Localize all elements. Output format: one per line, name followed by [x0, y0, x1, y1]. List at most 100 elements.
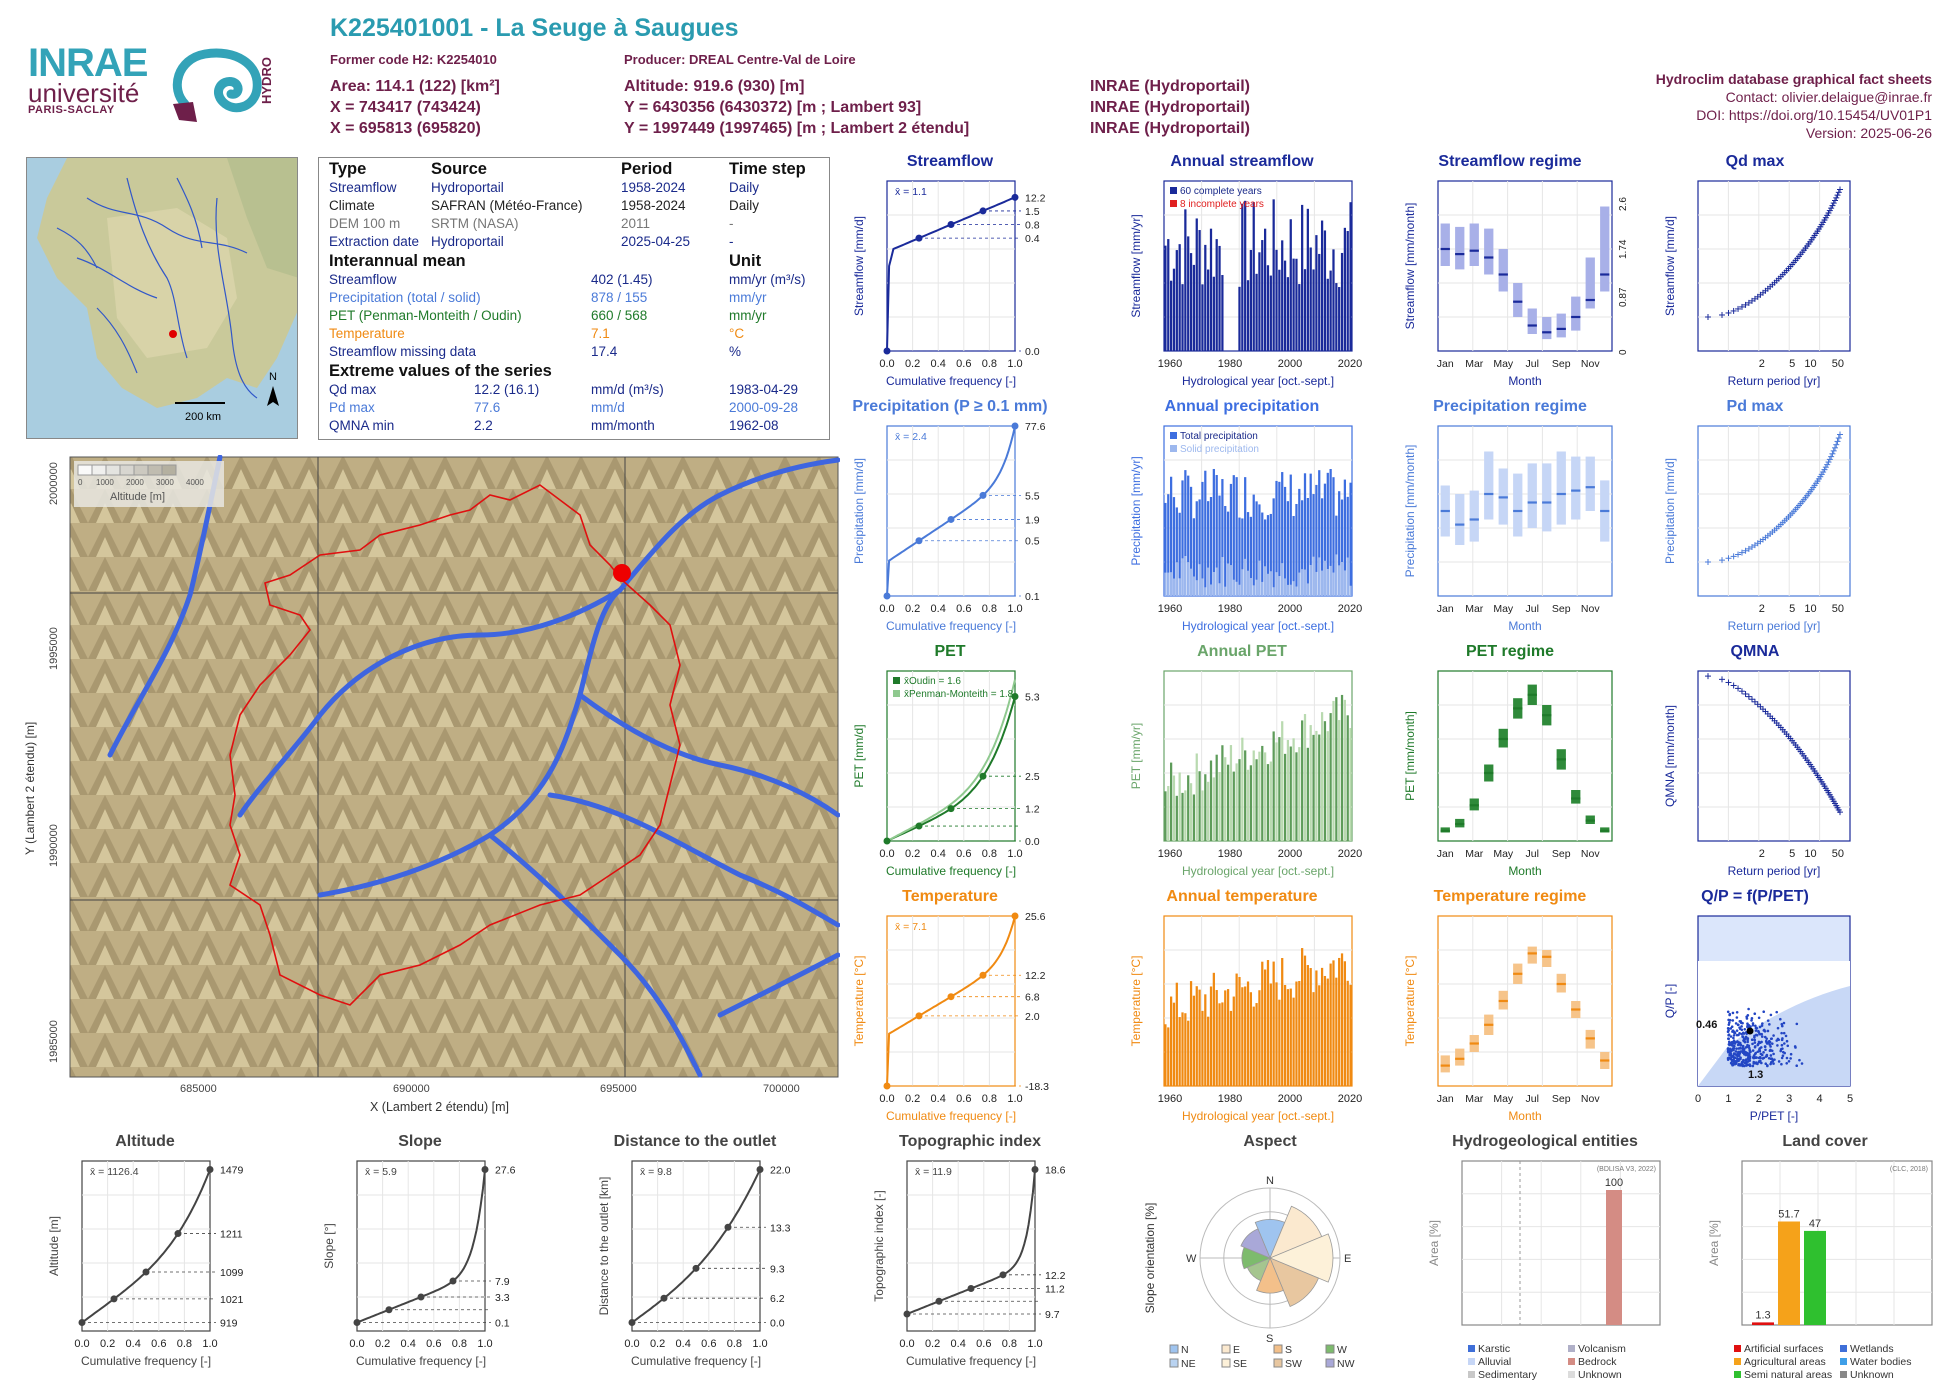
xtick: 0.2: [905, 358, 920, 370]
hydro-logo: HYDRO: [165, 44, 285, 124]
bar: [1269, 983, 1272, 1086]
bar: [1275, 742, 1278, 841]
y-lambert93: Y = 6430356 (6430372) [m ; Lambert 93]: [624, 99, 922, 116]
map-ytick-3: 1990000: [48, 824, 60, 867]
qp-point: [1728, 1053, 1731, 1057]
bar: [1258, 751, 1261, 841]
qp-point: [1740, 1028, 1744, 1032]
return-point: [1830, 200, 1837, 207]
qp-point: [1767, 1056, 1771, 1060]
bar: [1235, 763, 1238, 841]
qp-point: [1779, 1048, 1783, 1051]
xtick: 0.4: [126, 1338, 141, 1350]
bar: [1221, 479, 1224, 596]
right-tick: 12.2: [1045, 1270, 1066, 1282]
right-tick: 0.4: [1025, 233, 1040, 245]
right-tick: 9.3: [770, 1263, 785, 1275]
info-e3-unit: mm/month: [591, 418, 655, 433]
bar-solid: [1178, 578, 1181, 596]
bar: [1249, 765, 1253, 841]
aspect-legend: N: [1181, 1344, 1189, 1356]
bar: [1281, 472, 1284, 596]
bar: [1335, 697, 1338, 841]
bar: [1164, 245, 1167, 351]
ylabel-slope: Slope [°]: [322, 1223, 336, 1269]
qp-point: [1768, 1040, 1772, 1044]
chart-title-topo: Topographic index: [899, 1133, 1041, 1150]
bar: [1224, 757, 1227, 841]
qp-point: [1731, 1011, 1735, 1015]
mean-label: x̄ = 1126.4: [90, 1166, 139, 1178]
info-r2-period: 1958-2024: [621, 198, 686, 213]
chart-temperature_regime: Temperature regime Temperature [°C] Month J…: [1390, 888, 1630, 1128]
month-tick: Jan: [1437, 1093, 1454, 1105]
xtick: 3: [1786, 1093, 1792, 1105]
chart-svg-hydrogeo: Area [%] 100 (BDLISA V3, 2022) Karstic Volca…: [1427, 1160, 1661, 1383]
qp-point: [1737, 1054, 1741, 1057]
right-tick: 12.2: [1025, 970, 1046, 982]
qp-point: [1726, 1010, 1730, 1014]
qp-point: [1768, 1043, 1771, 1046]
info-m2-unit: mm/yr: [729, 290, 767, 305]
bar-solid: [1301, 569, 1304, 596]
xtick: 0.0: [879, 1093, 894, 1105]
station-title: K225401001 - La Seuge à Saugues: [330, 14, 739, 42]
ylabel-hydrogeo: Area [%]: [1427, 1220, 1441, 1266]
chart-precipitation_regime: Precipitation regime Precipitation [mm/mo…: [1390, 398, 1630, 638]
qp-point: [1731, 1044, 1734, 1047]
bar: [1189, 783, 1193, 841]
bar: [1192, 794, 1196, 841]
qp-point: [1764, 1062, 1768, 1065]
bar: [1295, 981, 1298, 1086]
qp-point: [1740, 1025, 1743, 1028]
quantile-point: [481, 1166, 489, 1173]
qp-point: [1770, 1042, 1774, 1045]
qp-point: [1737, 1062, 1741, 1066]
chart-svg-annual_precipitation: Precipitation [mm/yr] Hydrological year […: [1129, 425, 1362, 633]
bar: [1261, 745, 1264, 841]
right-tick: 0.1: [495, 1318, 510, 1330]
qp-point: [1728, 1041, 1732, 1045]
qp-point: [1739, 1046, 1742, 1050]
legend-item: 60 complete years: [1180, 186, 1262, 197]
quantile-point: [385, 1306, 393, 1314]
bar-solid: [1289, 584, 1292, 596]
regime-box: [1469, 223, 1479, 266]
xtick: 0.2: [650, 1338, 665, 1350]
right-tick: 27.6: [495, 1165, 516, 1177]
regime-box: [1513, 283, 1523, 317]
qp-point: [1782, 1021, 1786, 1025]
rp-tick: 5: [1789, 603, 1795, 615]
bar-solid: [1181, 558, 1184, 596]
bar: [1326, 278, 1329, 351]
bar-solid: [1204, 587, 1207, 596]
right-tick: 18.6: [1045, 1165, 1066, 1177]
xtick: 1980: [1218, 603, 1242, 615]
return-point: [1822, 464, 1829, 471]
chart-distance: Distance to the outlet Distance to the ou…: [590, 1133, 800, 1373]
chart-pet: PET PET [mm/d] Cumulative frequency [-] 0.0…: [845, 643, 1055, 883]
mean-label: x̄ = 7.1: [895, 921, 927, 933]
xtick: 2000: [1278, 603, 1302, 615]
return-point: [1738, 688, 1745, 695]
return-point: [1837, 431, 1843, 438]
qp-point: [1780, 1024, 1784, 1028]
bar-solid: [1226, 563, 1230, 596]
regime-box: [1484, 228, 1494, 275]
chart-annual_pet: Annual PET PET [mm/yr] Hydrological year […: [1122, 643, 1362, 883]
bar: [1315, 484, 1318, 596]
bar: [1184, 790, 1187, 841]
plot-frame: [631, 1160, 761, 1332]
qp-point: [1752, 1060, 1756, 1064]
quantile-point: [724, 1223, 732, 1231]
landcover-legend: Agricultural areas: [1744, 1356, 1826, 1368]
xtick: 0.8: [982, 603, 997, 615]
month-tick: Sep: [1552, 848, 1571, 860]
qp-point: [1782, 1031, 1786, 1035]
doi-link[interactable]: DOI: https://doi.org/10.15454/UV01P1: [1696, 107, 1932, 123]
return-point: [1719, 557, 1726, 564]
qp-point: [1760, 1035, 1764, 1038]
bar: [1244, 750, 1247, 841]
quantile-point: [915, 822, 923, 830]
quantile-point: [449, 1277, 457, 1285]
